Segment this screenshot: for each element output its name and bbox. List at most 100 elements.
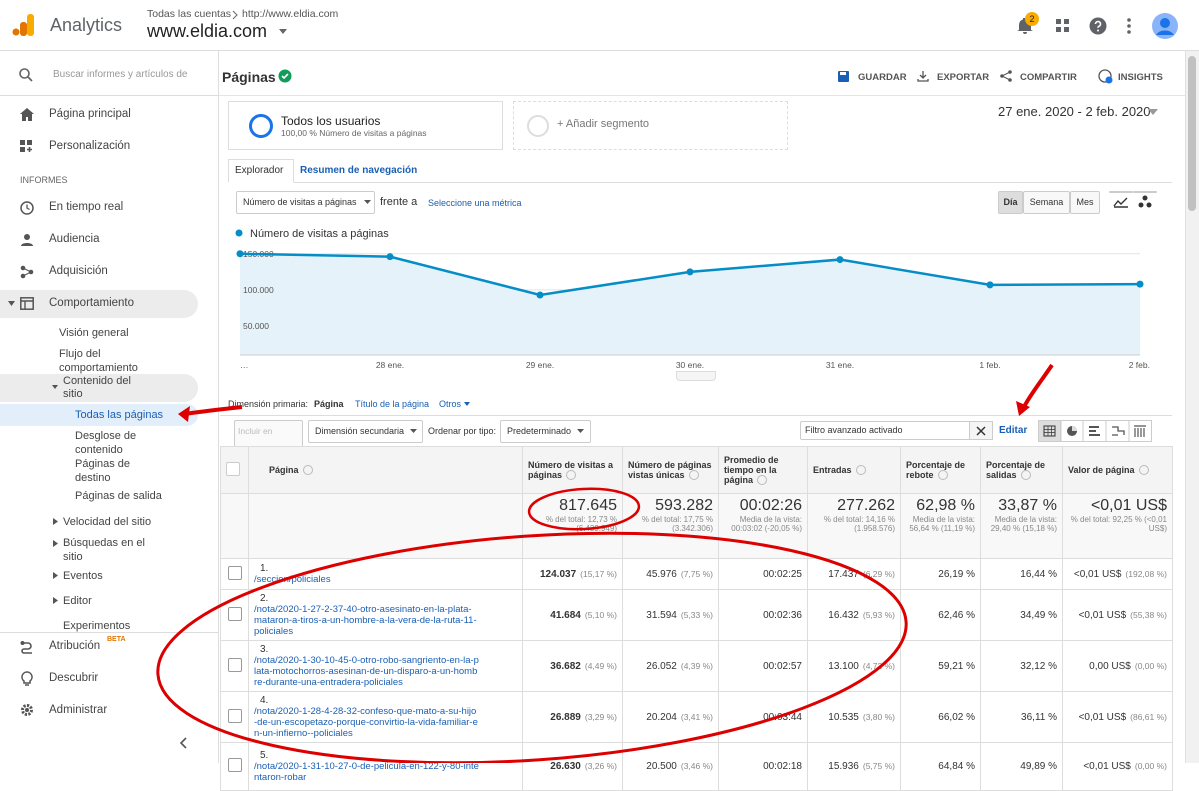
page-link[interactable]: /nota/2020-1-30-10-45-0-otro-robo-sangri… xyxy=(254,655,479,688)
nav-audience[interactable]: Audiencia xyxy=(49,233,100,245)
metric-cell: 26.052 (4,39 %) xyxy=(622,640,719,692)
select-metric-link[interactable]: Seleccione una métrica xyxy=(428,198,522,208)
metric-value: 00:03:44 xyxy=(763,711,802,723)
page-cell: 4./nota/2020-1-28-4-28-32-confeso-que-ma… xyxy=(248,691,523,743)
column-header-label[interactable]: Página xyxy=(269,464,299,475)
row-checkbox[interactable] xyxy=(227,565,242,580)
chart-resize-handle[interactable] xyxy=(676,371,716,381)
add-segment-card[interactable] xyxy=(513,101,788,150)
total-note: Media de la vista: 00:03:02 (-20,05 %) xyxy=(731,515,802,533)
sort-select[interactable]: Predeterminado xyxy=(500,420,591,443)
metric-cell: 26,19 % xyxy=(900,558,981,590)
apps-icon[interactable] xyxy=(1056,19,1070,33)
save-button[interactable]: GUARDAR xyxy=(858,72,907,83)
total-note: Media de la vista: 56,64 % (11,19 %) xyxy=(909,515,975,533)
nav-site-content[interactable]: Contenido del sitio xyxy=(63,375,131,400)
share-button[interactable]: COMPARTIR xyxy=(1020,72,1077,83)
column-header-label[interactable]: Entradas xyxy=(813,464,852,475)
metric-value: 41.684 xyxy=(550,609,581,621)
segment-card[interactable] xyxy=(228,101,503,150)
column-header: Porcentaje de rebote xyxy=(900,446,981,494)
data-row: 5./nota/2020-1-31-10-27-0-de-pelicula-en… xyxy=(220,742,1173,791)
view-switcher[interactable] xyxy=(1038,420,1152,442)
data-point xyxy=(536,291,544,299)
nav-experiments[interactable]: Experimentos xyxy=(63,620,131,632)
select-all-checkbox[interactable] xyxy=(226,462,240,476)
tab-navigation[interactable]: Resumen de navegación xyxy=(300,165,418,176)
row-checkbox[interactable] xyxy=(227,606,242,621)
line-chart-button[interactable] xyxy=(1109,191,1133,193)
export-button[interactable]: EXPORTAR xyxy=(937,72,990,83)
filter-input[interactable]: Filtro avanzado activado xyxy=(800,421,993,440)
nav-site-search[interactable]: Búsquedas en el sitio xyxy=(63,537,145,563)
nav-admin[interactable]: Administrar xyxy=(49,704,108,716)
segment-name: Todos los usuarios xyxy=(281,114,381,128)
tab-explorer[interactable]: Explorador xyxy=(235,165,284,176)
nav-behavior[interactable]: Comportamiento xyxy=(49,297,135,309)
column-header-label[interactable]: Promedio de tiempo en la página xyxy=(724,454,779,485)
filter-input-text: Filtro avanzado activado xyxy=(805,425,903,435)
week-button[interactable]: Semana xyxy=(1023,191,1070,214)
row-checkbox[interactable] xyxy=(227,758,242,772)
help-icon xyxy=(937,470,948,481)
nav-realtime[interactable]: En tiempo real xyxy=(49,201,124,213)
help-icon[interactable] xyxy=(1089,17,1107,35)
insights-button[interactable]: INSIGHTS xyxy=(1118,72,1163,83)
edit-filter-link[interactable]: Editar xyxy=(999,425,1028,436)
nav-flow[interactable]: Flujo del comportamiento xyxy=(59,348,138,374)
nav-exit[interactable]: Páginas de salida xyxy=(75,490,162,502)
row-checkbox[interactable] xyxy=(227,708,242,723)
nav-publisher[interactable]: Editor xyxy=(63,595,92,607)
nav-all-pages[interactable]: Todas las páginas xyxy=(75,409,164,421)
metric-share: (55,38 %) xyxy=(1130,609,1167,620)
day-button[interactable]: Día xyxy=(998,191,1023,214)
column-header-label[interactable]: Porcentaje de salidas xyxy=(986,459,1046,480)
row-index: 2. xyxy=(260,593,269,604)
column-header-label[interactable]: Porcentaje de rebote xyxy=(906,459,966,480)
page-link[interactable]: /nota/2020-1-27-2-37-40-otro-asesinato-e… xyxy=(254,604,477,637)
data-point xyxy=(1136,280,1144,288)
motion-chart-button[interactable] xyxy=(1133,191,1157,193)
scrollbar-thumb[interactable] xyxy=(1188,56,1196,211)
nav-events[interactable]: Eventos xyxy=(63,570,103,582)
row-checkbox[interactable] xyxy=(227,657,242,672)
metric-value: 45.976 xyxy=(646,568,677,580)
nav-acquisition[interactable]: Adquisición xyxy=(49,265,108,277)
column-header-label[interactable]: Número de visitas a páginas xyxy=(528,459,614,480)
metric-select[interactable]: Número de visitas a páginas xyxy=(236,191,375,214)
add-segment[interactable]: + Añadir segmento xyxy=(557,118,650,130)
page-link[interactable]: /nota/2020-1-28-4-28-32-confeso-que-mato… xyxy=(254,706,478,739)
metric-share: (3,80 %) xyxy=(862,711,895,722)
metric-cell: 66,02 % xyxy=(900,691,981,743)
date-range[interactable]: 27 ene. 2020 - 2 feb. 2020 xyxy=(998,104,1151,119)
search-input[interactable]: Buscar informes y artículos de xyxy=(53,69,188,80)
nav-landing[interactable]: Páginas de destino xyxy=(75,458,131,484)
dimension-other-link[interactable]: Otros xyxy=(439,399,462,409)
nav-speed[interactable]: Velocidad del sitio xyxy=(63,516,152,528)
menu-icon[interactable] xyxy=(1126,17,1132,35)
nav-attribution[interactable]: Atribución xyxy=(49,640,101,652)
nav-discover[interactable]: Descubrir xyxy=(49,672,99,684)
metric-cell: 36,11 % xyxy=(980,691,1063,743)
column-header-label[interactable]: Número de páginas vistas únicas xyxy=(628,459,712,480)
avatar[interactable] xyxy=(1152,13,1178,39)
nav-overview[interactable]: Visión general xyxy=(59,327,129,339)
column-header-label[interactable]: Valor de página xyxy=(1068,464,1135,475)
dimension-title-link[interactable]: Título de la página xyxy=(355,399,430,409)
metric-cell: <0,01 US$ (0,00 %) xyxy=(1062,742,1173,791)
nav-home[interactable]: Página principal xyxy=(49,108,131,120)
page-link[interactable]: /seccion/policiales xyxy=(254,574,331,585)
collapse-sidebar[interactable] xyxy=(179,737,188,749)
secondary-dimension-select[interactable]: Dimensión secundaria xyxy=(308,420,423,443)
month-button[interactable]: Mes xyxy=(1070,191,1100,214)
breadcrumb-url[interactable]: http://www.eldia.com xyxy=(242,8,339,20)
save-icon xyxy=(838,71,849,82)
tab-active[interactable] xyxy=(228,159,294,183)
nav-drilldown[interactable]: Desglose de contenido xyxy=(75,430,137,456)
nav-customization[interactable]: Personalización xyxy=(49,140,131,152)
month-label: Mes xyxy=(1076,197,1094,207)
property-name[interactable]: www.eldia.com xyxy=(147,21,268,41)
breadcrumb-accounts[interactable]: Todas las cuentas xyxy=(147,8,232,20)
page-link[interactable]: /nota/2020-1-31-10-27-0-de-pelicula-en-1… xyxy=(254,761,479,783)
metric-cell: 00:03:44 xyxy=(718,691,808,743)
